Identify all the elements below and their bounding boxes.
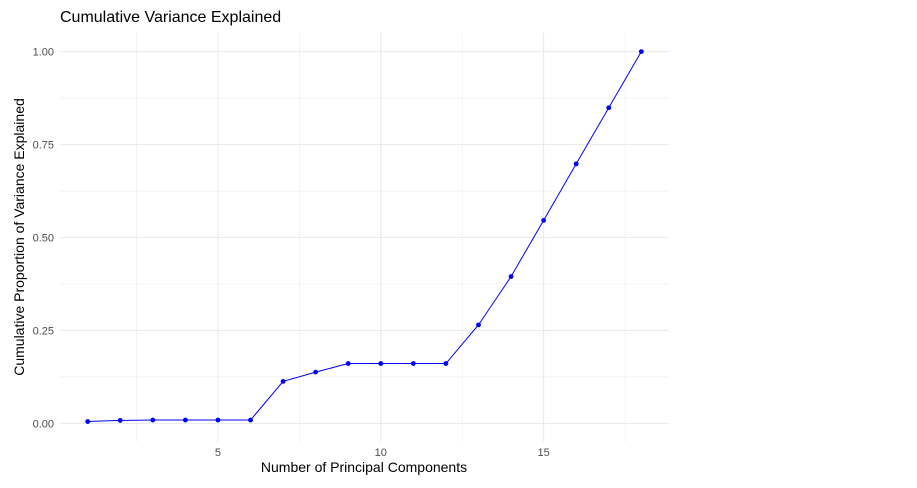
data-point — [476, 322, 481, 328]
data-point — [85, 419, 91, 424]
data-point — [345, 361, 351, 366]
data-point — [638, 49, 644, 54]
x-tick-label: 5 — [215, 447, 221, 459]
data-point — [215, 417, 221, 423]
data-point — [150, 417, 156, 423]
data-point — [248, 417, 253, 423]
data-point — [443, 361, 449, 366]
data-point — [280, 378, 286, 384]
y-tick-label: 1.00 — [33, 47, 54, 59]
grid — [60, 33, 669, 442]
y-axis-ticks: 0.00 0.25 0.50 0.75 1.00 — [33, 47, 54, 431]
y-tick-label: 0.25 — [33, 325, 54, 337]
x-tick-label: 15 — [537, 447, 549, 459]
y-tick-label: 0.50 — [33, 233, 54, 245]
chart-title: Cumulative Variance Explained — [60, 9, 281, 26]
data-point — [313, 369, 319, 375]
y-axis-title: Cumulative Proportion of Variance Explai… — [11, 98, 27, 376]
data-point — [117, 418, 123, 423]
series-cumulative-variance — [85, 49, 644, 424]
y-tick-label: 0.00 — [33, 418, 54, 430]
x-axis-title: Number of Principal Components — [261, 459, 467, 475]
series-line — [87, 51, 642, 423]
data-point — [606, 105, 612, 111]
data-point — [182, 417, 188, 423]
data-point — [573, 161, 579, 167]
data-point — [410, 361, 416, 366]
data-point — [508, 274, 514, 279]
y-tick-label: 0.75 — [33, 140, 54, 152]
data-point — [378, 361, 384, 366]
data-point — [541, 217, 547, 223]
x-tick-label: 10 — [375, 447, 387, 459]
x-axis-ticks: 5 10 15 — [215, 447, 550, 459]
